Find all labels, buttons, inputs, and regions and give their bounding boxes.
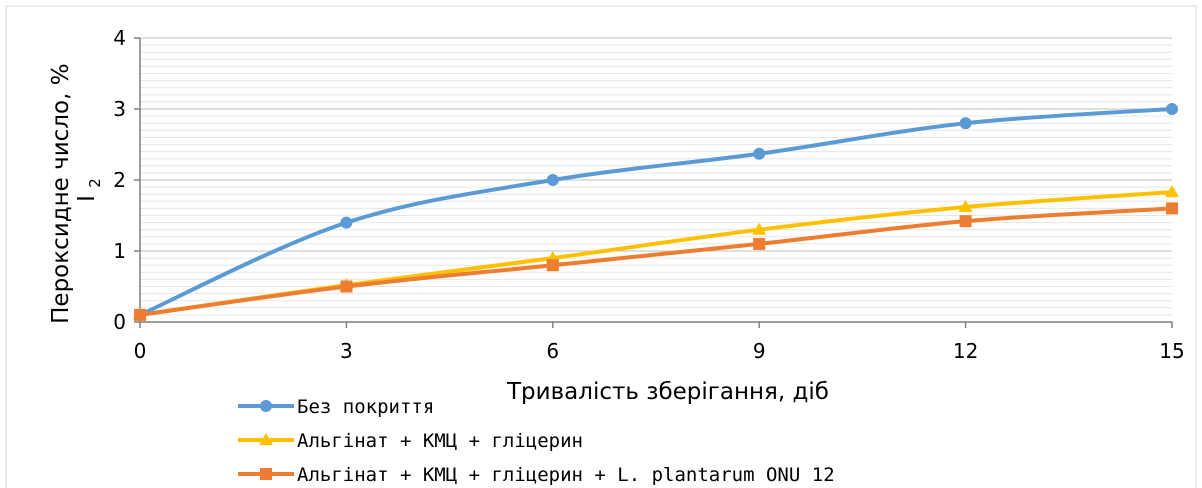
data-point-series-2 [958, 199, 973, 212]
data-point-series-3 [1166, 202, 1178, 215]
x-tick-label: 12 [953, 339, 978, 363]
x-tick-label: 6 [546, 339, 559, 363]
data-point-series-1 [1166, 103, 1178, 115]
data-point-series-1 [753, 147, 766, 160]
x-tick-label: 0 [134, 339, 147, 363]
series-line-3 [138, 206, 1174, 317]
y-axis-title-element: I [74, 195, 100, 202]
y-tick-label: 0 [113, 310, 126, 334]
data-point-series-3 [546, 259, 559, 272]
legend-label-2: Альгінат + КМЦ + гліцерин [297, 430, 583, 452]
legend-label-3: Альгінат + КМЦ + гліцерин + L. plantarum… [297, 464, 835, 486]
chart-border [5, 5, 1197, 488]
legend-marker-1 [260, 400, 272, 412]
data-point-series-1 [340, 216, 353, 229]
axes [134, 37, 1173, 328]
x-tick-label: 15 [1159, 339, 1184, 363]
y-tick-label: 1 [113, 239, 126, 263]
series-line-1 [138, 107, 1174, 317]
series-lines [138, 107, 1174, 317]
data-point-series-2 [752, 222, 767, 235]
data-point-series-3 [753, 237, 766, 250]
x-axis-title: Тривалість зберігання, діб [506, 379, 829, 405]
y-tick-label: 4 [113, 26, 126, 50]
series-markers [133, 103, 1179, 321]
grid [5, 5, 1197, 488]
data-point-series-1 [959, 117, 972, 130]
y-tick-label: 2 [113, 168, 126, 192]
data-point-series-3 [134, 308, 146, 321]
y-axis-title-main: Пероксидне число, % [48, 63, 74, 323]
y-axis-title: Пероксидне число, % I 2 [48, 56, 104, 324]
legend-marker-2 [259, 433, 273, 445]
data-point-series-2 [1165, 185, 1179, 198]
data-point-series-3 [340, 280, 353, 293]
legend-label-1: Без покриття [297, 396, 434, 418]
legend-marker-3 [260, 468, 272, 480]
legend: Без покриття Альгінат + КМЦ + гліцерин Аль… [238, 396, 835, 486]
y-axis-title-subscript: 2 [86, 178, 104, 188]
data-point-series-1 [546, 174, 559, 186]
x-tick-label: 9 [753, 339, 766, 363]
data-point-series-3 [959, 215, 972, 228]
x-tick-label: 3 [340, 339, 353, 363]
y-tick-label: 3 [113, 97, 126, 121]
